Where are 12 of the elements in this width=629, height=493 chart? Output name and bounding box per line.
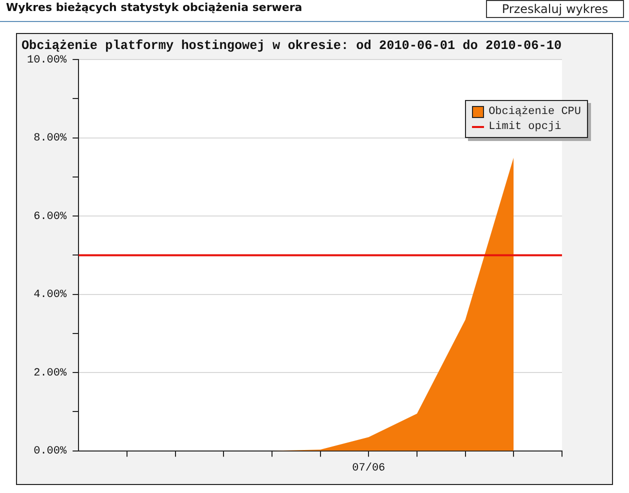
chart-title: Obciążenie platformy hostingowej w okresie: od 2010-06-01 do 2010-06-10	[21, 38, 562, 54]
y-tick-label: 10.00%	[26, 54, 67, 67]
legend-label: Limit opcji	[488, 120, 562, 132]
x-tick-label: 07/06	[352, 462, 386, 474]
y-tick-label: 4.00%	[34, 289, 67, 302]
y-tick-label: 8.00%	[34, 132, 67, 145]
legend-label: Obciążenie CPU	[488, 106, 581, 118]
y-tick-label: 0.00%	[34, 446, 67, 458]
y-tick-label: 6.00%	[34, 210, 67, 223]
rescale-button[interactable]: Przeskaluj wykres	[486, 0, 624, 18]
text: Wykres bieżących statystyk obciążenia serwera	[6, 1, 302, 14]
y-tick-label: 2.00%	[34, 367, 67, 380]
